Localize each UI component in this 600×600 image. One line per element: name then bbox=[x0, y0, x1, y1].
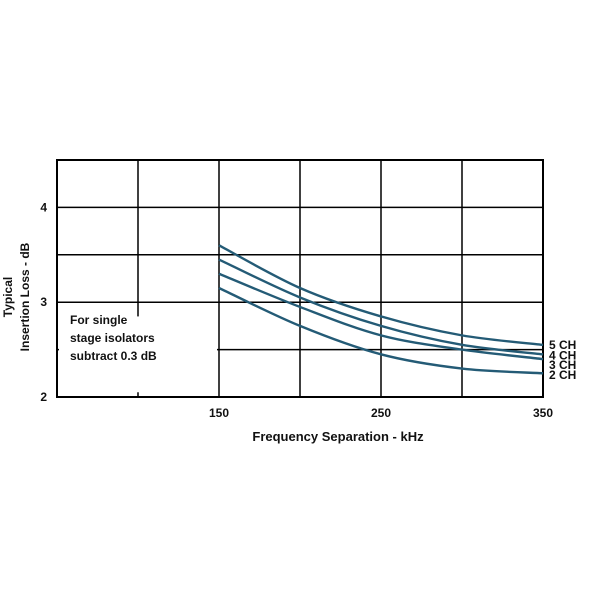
series-curves bbox=[218, 244, 544, 375]
x-tick-label: 250 bbox=[371, 406, 391, 420]
y-axis-label-line-2: Insertion Loss - dB bbox=[18, 242, 32, 351]
series-line bbox=[218, 272, 544, 361]
series-label: 5 CH bbox=[549, 338, 576, 352]
tick-labels: 150 250 350 2 3 4 bbox=[40, 200, 553, 420]
note-text-line: For single bbox=[70, 313, 128, 327]
y-tick-label: 4 bbox=[40, 200, 47, 214]
series-labels: 5 CH4 CH3 CH2 CH bbox=[549, 338, 576, 382]
series-line bbox=[218, 244, 544, 347]
series-label: 4 CH bbox=[549, 348, 576, 362]
note-text-line: subtract 0.3 dB bbox=[70, 349, 157, 363]
x-tick-label: 350 bbox=[533, 406, 553, 420]
series-label: 3 CH bbox=[549, 358, 576, 372]
note-text-line: stage isolators bbox=[70, 331, 155, 345]
note-annotation: For single stage isolators subtract 0.3 dB bbox=[59, 313, 217, 393]
y-tick-label: 2 bbox=[40, 390, 47, 404]
series-line bbox=[218, 258, 544, 356]
y-axis-label-line-1: Typical bbox=[1, 277, 15, 317]
y-tick-label: 3 bbox=[40, 295, 47, 309]
x-tick-label: 150 bbox=[209, 406, 229, 420]
series-label: 2 CH bbox=[549, 368, 576, 382]
series-line bbox=[218, 286, 544, 375]
note-background bbox=[59, 316, 217, 393]
x-axis-label: Frequency Separation - kHz bbox=[252, 429, 424, 444]
